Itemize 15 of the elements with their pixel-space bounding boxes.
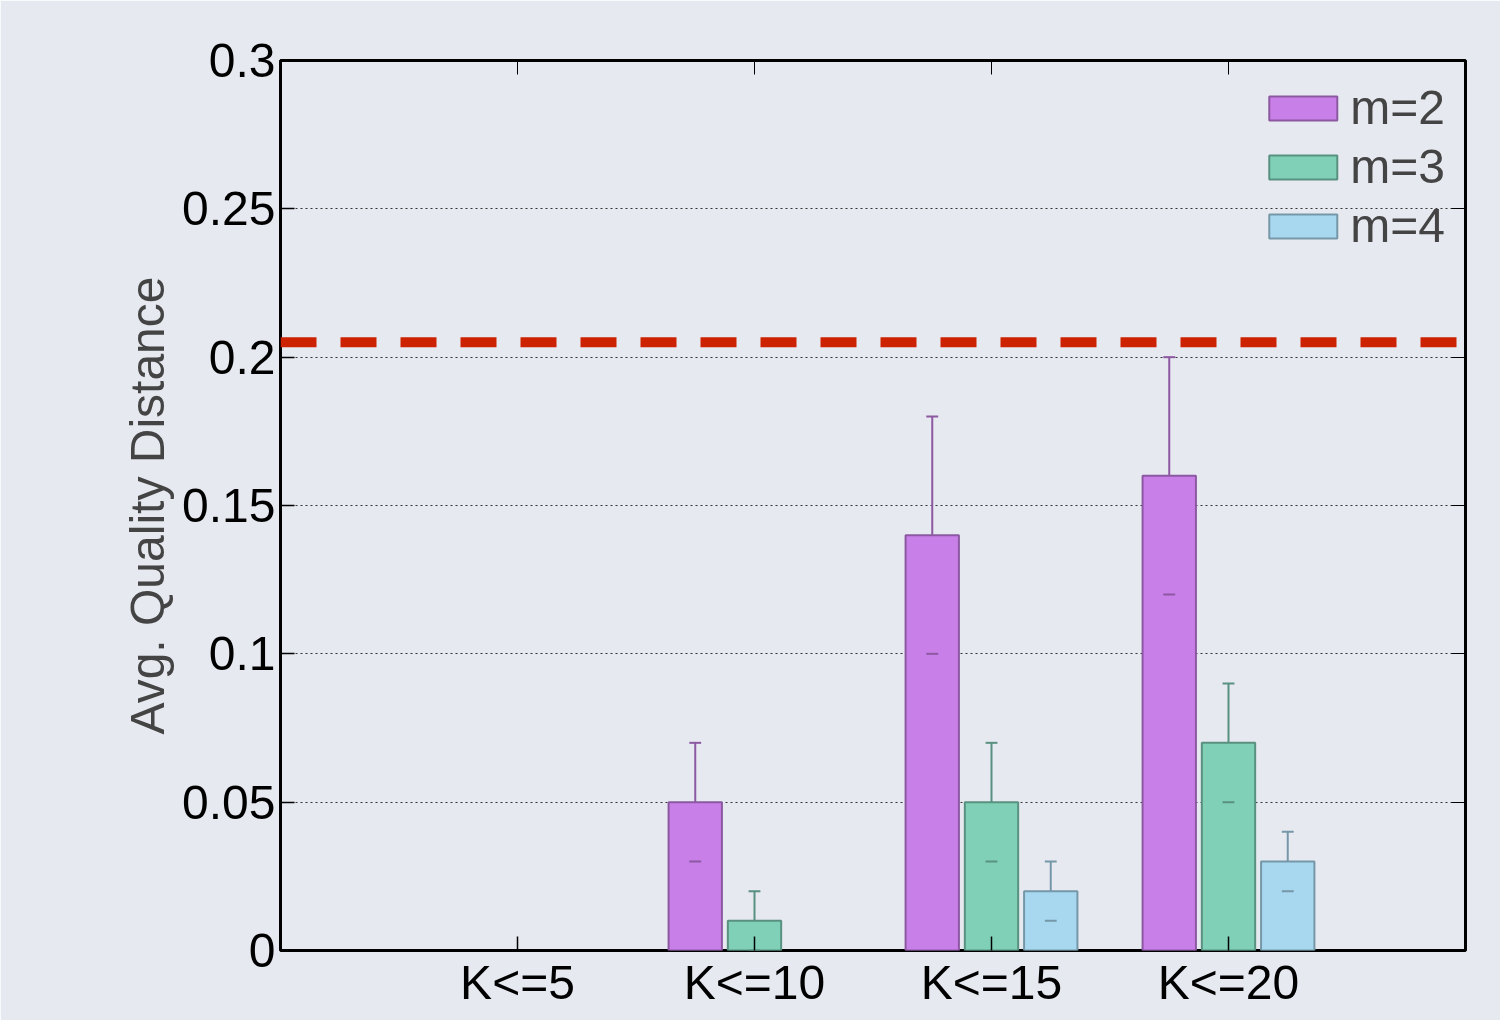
y-tick-label: 0.05 [182, 775, 276, 829]
y-tick-label: 0.2 [208, 330, 276, 384]
y-tick-label: 0.1 [208, 627, 276, 681]
legend-label: m=2 [1350, 80, 1445, 135]
legend-label: m=3 [1350, 139, 1445, 194]
y-tick-label: 0.3 [208, 34, 276, 87]
legend-label: m=4 [1350, 198, 1445, 253]
y-axis-title: Avg. Quality Distance [121, 276, 175, 735]
x-tick-label: K<=10 [683, 955, 826, 1009]
y-tick-label: 0 [248, 924, 276, 977]
y-tick-label: 0.15 [182, 479, 276, 532]
x-tick-label: K<=5 [460, 955, 575, 1009]
x-tick-label: K<=15 [920, 955, 1063, 1009]
x-tick-label: K<=20 [1157, 955, 1300, 1009]
y-tick-label: 0.25 [182, 182, 276, 236]
